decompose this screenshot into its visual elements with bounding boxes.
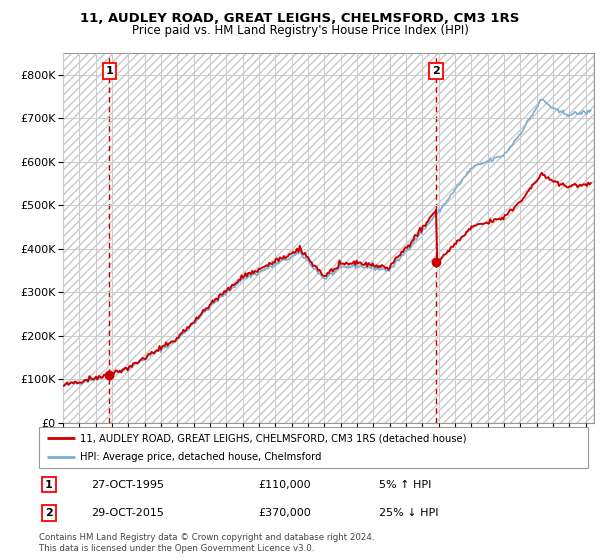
Text: 5% ↑ HPI: 5% ↑ HPI <box>379 479 432 489</box>
FancyBboxPatch shape <box>39 427 588 468</box>
Text: £370,000: £370,000 <box>259 508 311 518</box>
Text: Price paid vs. HM Land Registry's House Price Index (HPI): Price paid vs. HM Land Registry's House … <box>131 24 469 37</box>
Text: 1: 1 <box>45 479 53 489</box>
Text: 1: 1 <box>106 66 113 76</box>
Text: 2: 2 <box>45 508 53 518</box>
Text: 27-OCT-1995: 27-OCT-1995 <box>91 479 164 489</box>
Text: 11, AUDLEY ROAD, GREAT LEIGHS, CHELMSFORD, CM3 1RS: 11, AUDLEY ROAD, GREAT LEIGHS, CHELMSFOR… <box>80 12 520 25</box>
Text: 2: 2 <box>432 66 440 76</box>
Text: £110,000: £110,000 <box>259 479 311 489</box>
Text: 25% ↓ HPI: 25% ↓ HPI <box>379 508 439 518</box>
Text: 29-OCT-2015: 29-OCT-2015 <box>91 508 164 518</box>
Text: HPI: Average price, detached house, Chelmsford: HPI: Average price, detached house, Chel… <box>80 452 322 461</box>
Text: Contains HM Land Registry data © Crown copyright and database right 2024.
This d: Contains HM Land Registry data © Crown c… <box>39 533 374 553</box>
Bar <box>63 53 594 423</box>
Text: 11, AUDLEY ROAD, GREAT LEIGHS, CHELMSFORD, CM3 1RS (detached house): 11, AUDLEY ROAD, GREAT LEIGHS, CHELMSFOR… <box>80 433 467 443</box>
